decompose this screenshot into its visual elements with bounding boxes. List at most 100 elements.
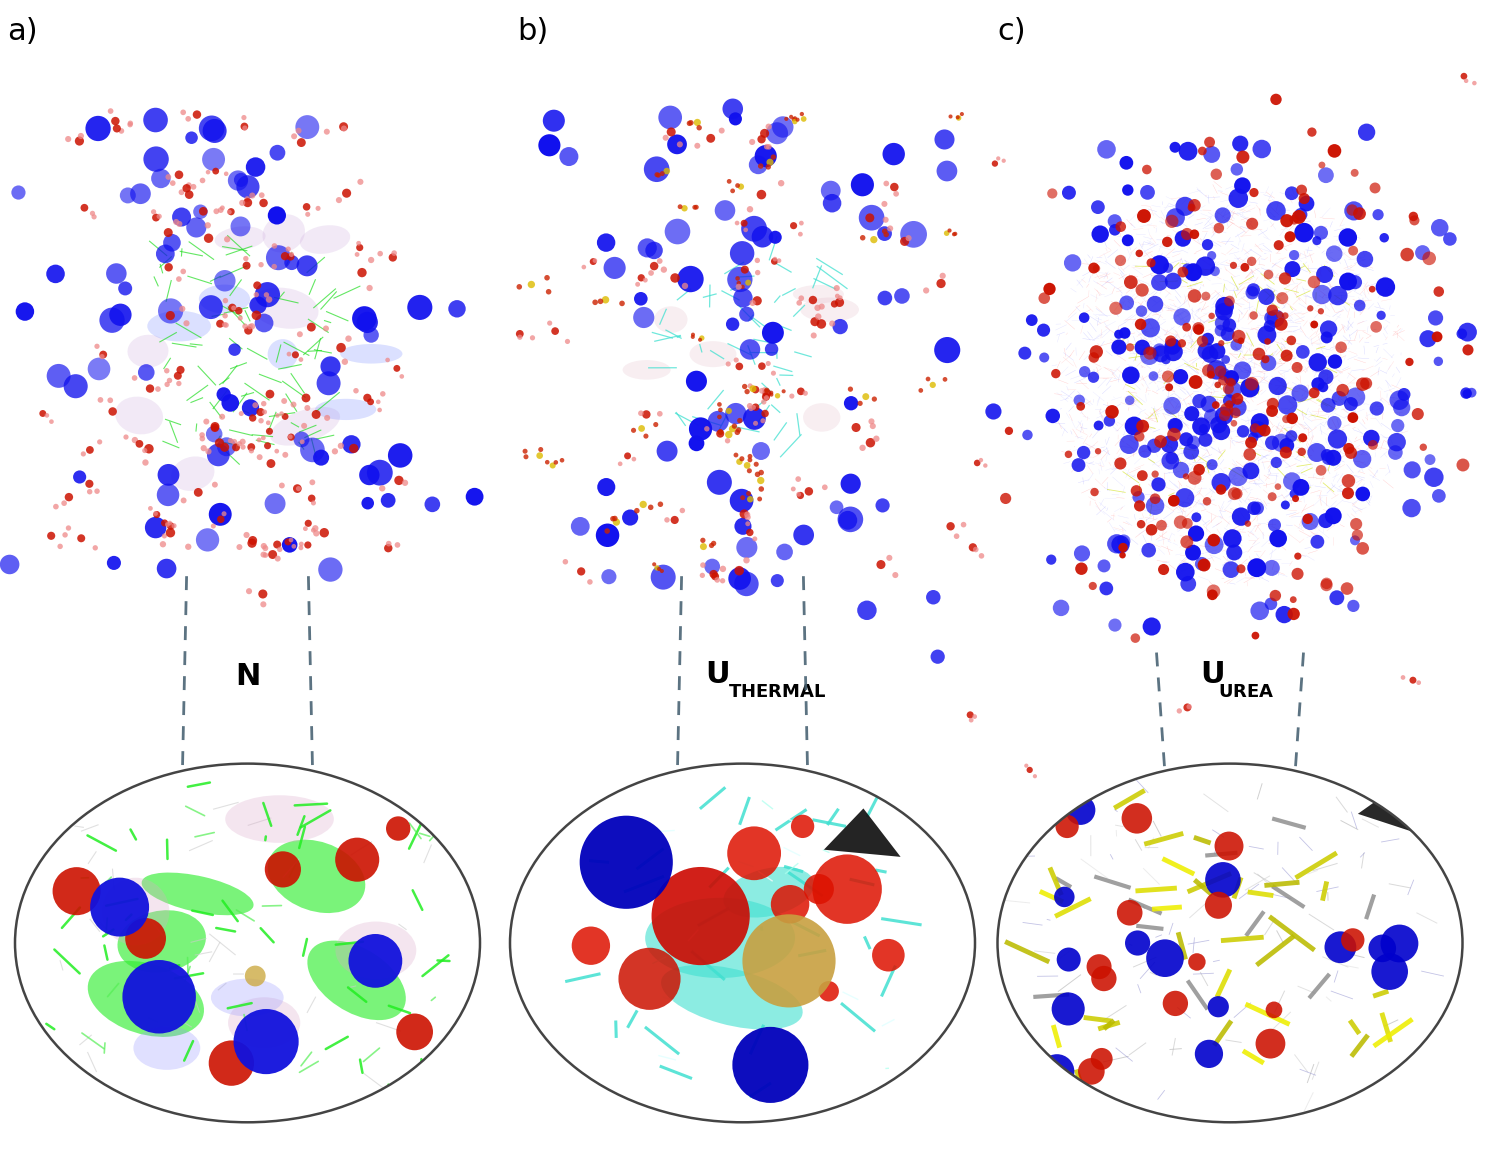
Point — [1118, 904, 1142, 922]
Point — [368, 400, 392, 419]
Point — [1137, 541, 1161, 560]
Point — [789, 289, 813, 308]
Point — [363, 951, 387, 970]
Point — [783, 109, 807, 127]
Point — [1402, 211, 1426, 229]
Polygon shape — [1358, 773, 1450, 845]
Point — [930, 266, 954, 285]
Ellipse shape — [141, 872, 254, 915]
Point — [211, 504, 236, 523]
Point — [1143, 496, 1167, 515]
Point — [1180, 405, 1204, 423]
Point — [1108, 251, 1132, 270]
Ellipse shape — [340, 344, 402, 363]
Point — [87, 433, 111, 451]
Point — [1244, 626, 1268, 644]
Point — [678, 115, 702, 133]
Point — [744, 398, 768, 417]
Point — [1242, 281, 1266, 300]
Point — [1364, 178, 1388, 197]
Point — [1020, 311, 1044, 330]
Point — [728, 274, 752, 293]
Point — [748, 442, 772, 460]
Point — [1317, 449, 1341, 467]
Point — [1114, 294, 1138, 312]
Point — [1126, 488, 1150, 507]
Point — [252, 193, 276, 212]
Point — [1264, 201, 1288, 220]
Point — [777, 951, 801, 970]
Point — [1136, 183, 1160, 201]
Point — [537, 282, 561, 301]
Point — [300, 318, 324, 337]
Point — [284, 346, 308, 364]
Point — [741, 379, 765, 398]
Point — [174, 314, 198, 332]
Point — [765, 572, 789, 590]
Point — [615, 853, 639, 871]
Point — [1072, 362, 1096, 381]
Point — [32, 404, 56, 422]
Point — [1372, 228, 1396, 246]
Point — [756, 354, 780, 373]
Point — [1296, 510, 1320, 529]
Point — [933, 370, 957, 389]
Point — [1148, 340, 1172, 359]
Point — [1140, 617, 1164, 635]
Point — [1176, 259, 1200, 278]
Point — [146, 506, 170, 524]
Point — [370, 479, 394, 498]
Point — [266, 442, 290, 460]
Point — [1215, 400, 1239, 419]
Point — [228, 435, 252, 454]
Point — [148, 169, 172, 187]
Point — [1262, 1001, 1286, 1019]
Point — [1286, 565, 1310, 583]
Ellipse shape — [251, 288, 318, 329]
Point — [862, 390, 886, 408]
Point — [1182, 196, 1206, 214]
Point — [192, 202, 216, 221]
Point — [1310, 302, 1334, 320]
Point — [322, 442, 346, 460]
Point — [711, 572, 735, 590]
Point — [1365, 399, 1389, 418]
Point — [1108, 218, 1132, 236]
Point — [1041, 184, 1065, 202]
Point — [224, 439, 248, 457]
Point — [336, 330, 360, 348]
Point — [228, 309, 252, 327]
Point — [746, 264, 770, 282]
Point — [260, 455, 284, 473]
Point — [68, 467, 92, 486]
Point — [1227, 189, 1251, 207]
Point — [158, 514, 182, 532]
Point — [839, 474, 862, 493]
Point — [702, 535, 726, 553]
Point — [708, 423, 732, 442]
Point — [663, 268, 687, 287]
Point — [1424, 309, 1448, 327]
Point — [1190, 554, 1214, 573]
Point — [664, 135, 688, 154]
Point — [222, 299, 246, 317]
Circle shape — [998, 764, 1462, 1122]
Point — [1182, 469, 1206, 487]
Point — [1221, 381, 1245, 399]
Point — [1124, 629, 1148, 648]
Point — [170, 208, 194, 227]
Point — [1314, 165, 1338, 184]
Point — [938, 221, 962, 239]
Ellipse shape — [300, 226, 350, 253]
Point — [244, 307, 268, 325]
Point — [1274, 495, 1298, 514]
Point — [1242, 307, 1266, 325]
Point — [1336, 440, 1360, 458]
Point — [268, 540, 292, 559]
Point — [144, 208, 168, 227]
Point — [273, 445, 297, 464]
Ellipse shape — [654, 307, 687, 333]
Point — [252, 545, 276, 563]
Point — [752, 412, 776, 430]
Point — [1128, 244, 1152, 263]
